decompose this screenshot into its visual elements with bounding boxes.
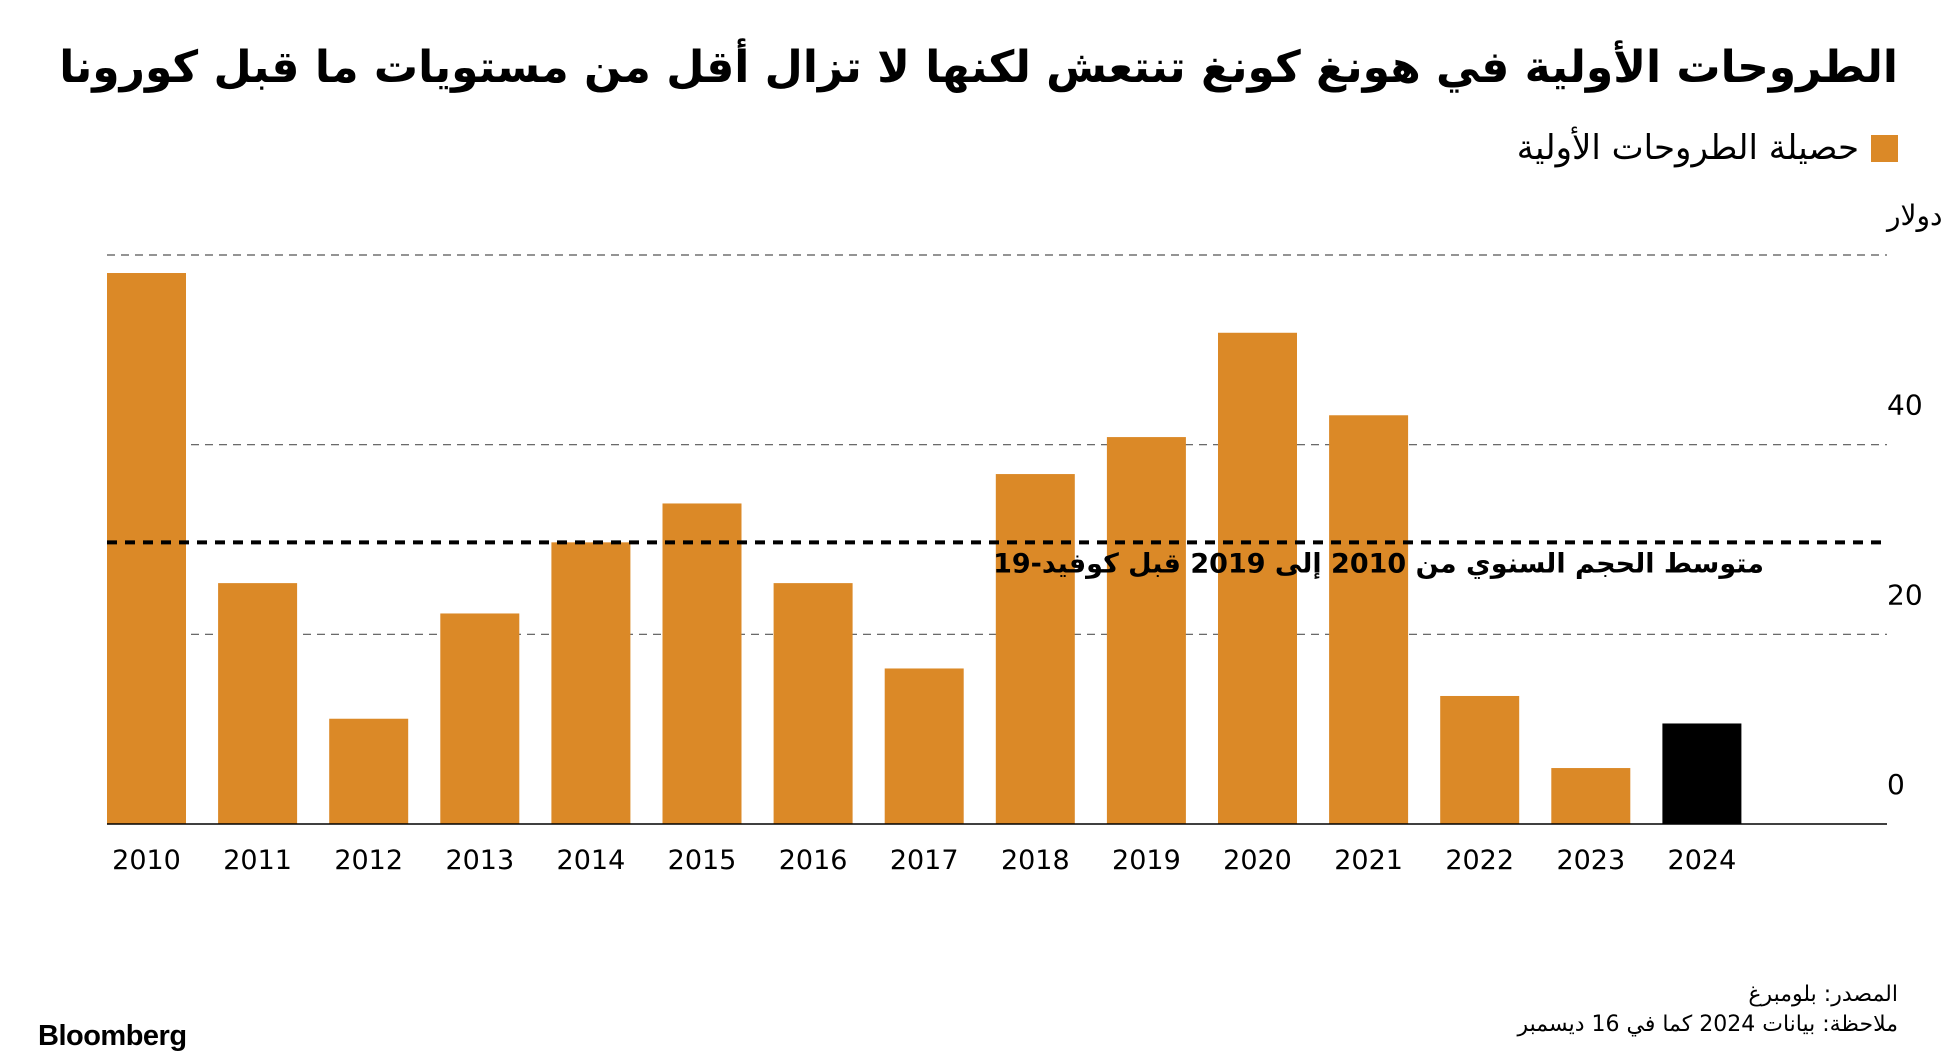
x-tick-label: 2015	[668, 845, 737, 876]
bar-2012	[329, 718, 409, 824]
x-tick-label: 2017	[890, 845, 959, 876]
x-tick-label: 2022	[1445, 845, 1514, 876]
x-tick-label: 2023	[1556, 845, 1625, 876]
source-text: المصدر: بلومبرغ	[1748, 982, 1898, 1007]
x-tick-label: 2011	[223, 845, 292, 876]
bar-2015	[662, 503, 742, 824]
bloomberg-logo: Bloomberg	[38, 1020, 187, 1052]
x-tick-label: 2020	[1223, 845, 1292, 876]
y-tick-label: 40	[1887, 389, 1923, 422]
bar-2021	[1329, 415, 1409, 824]
bar-2011	[218, 583, 298, 824]
x-tick-label: 2013	[445, 845, 514, 876]
bar-2016	[773, 583, 853, 824]
legend: حصيلة الطروحات الأولية	[1517, 128, 1898, 168]
bar-2010	[107, 273, 186, 825]
x-tick-label: 2018	[1001, 845, 1070, 876]
bar-2024	[1662, 723, 1742, 824]
x-tick-label: 2010	[112, 845, 181, 876]
bar-2020	[1218, 332, 1297, 824]
y-tick-label: 0	[1887, 768, 1905, 801]
bar-2022	[1440, 695, 1520, 824]
bar-2014	[551, 542, 631, 824]
chart-title: الطروحات الأولية في هونغ كونغ تنتعش لكنه…	[59, 42, 1898, 93]
x-tick-label: 2014	[557, 845, 626, 876]
legend-label: حصيلة الطروحات الأولية	[1516, 128, 1859, 168]
footer: المصدر: بلومبرغ ملاحظة: بيانات 2024 كما …	[1517, 980, 1898, 1040]
x-tick-label: 2012	[334, 845, 403, 876]
y-tick-label: 20	[1887, 578, 1923, 611]
bar-2017	[884, 668, 964, 824]
bar-2019	[1106, 437, 1186, 824]
x-tick-label: 2019	[1112, 845, 1181, 876]
bar-2023	[1551, 768, 1631, 824]
y-tick-label: 60 مليار دولار	[1885, 199, 1944, 232]
note-text: ملاحظة: بيانات 2024 كما في 16 ديسمبر	[1517, 1012, 1898, 1037]
reference-line-label: متوسط الحجم السنوي من 2010 إلى 2019 قبل …	[993, 548, 1764, 579]
bar-2013	[440, 613, 520, 824]
x-tick-label: 2021	[1334, 845, 1403, 876]
bar-2018	[995, 474, 1075, 824]
legend-swatch	[1871, 134, 1898, 162]
x-tick-label: 2016	[779, 845, 848, 876]
x-tick-label: 2024	[1668, 845, 1737, 876]
